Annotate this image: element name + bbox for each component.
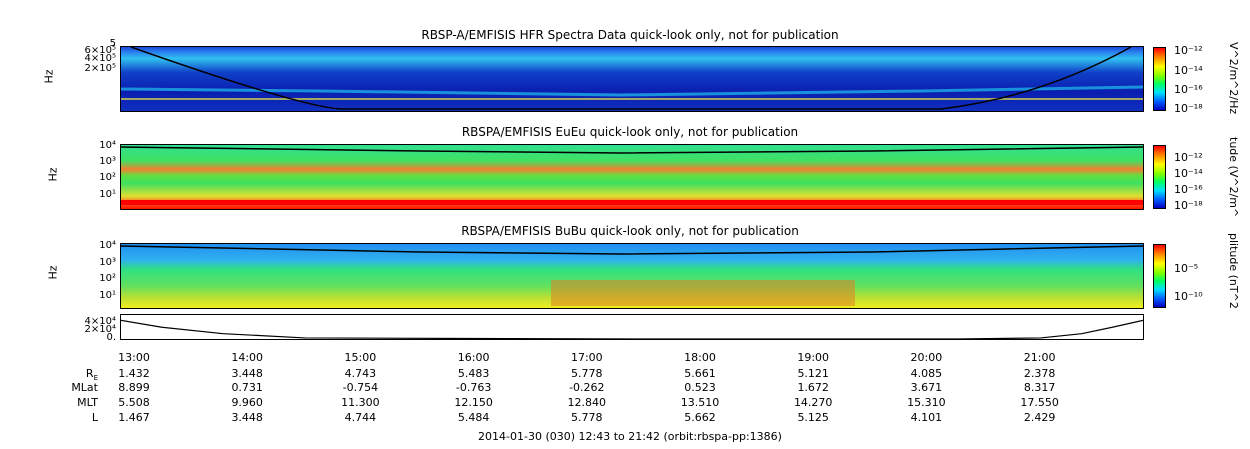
- footer-caption: 2014-01-30 (030) 12:43 to 21:42 (orbit:r…: [478, 430, 782, 443]
- row-value: 5.778: [571, 367, 603, 380]
- eueu-overlay: [121, 146, 1143, 205]
- panel4-ytick: 2×10⁴: [84, 324, 116, 335]
- panel2-title: RBSPA/EMFISIS EuEu quick-look only, not …: [461, 125, 799, 139]
- panel3-ytick: 10⁴: [99, 240, 116, 251]
- panel2-cbtick: 10⁻¹²: [1174, 151, 1203, 164]
- row-value: 5.121: [797, 367, 829, 380]
- row-label: MLat: [71, 381, 98, 394]
- row-value: 5.483: [457, 367, 490, 380]
- panel3-title: RBSPA/EMFISIS BuBu quick-look only, not …: [461, 224, 799, 238]
- panel4-ytick: 0.: [106, 332, 116, 343]
- row-value: 5.778: [571, 411, 603, 424]
- panel2-colorbar: [1153, 145, 1166, 209]
- row-value: 4.085: [910, 367, 943, 380]
- row-value: 3.671: [910, 381, 943, 394]
- row-value: 3.448: [231, 367, 263, 380]
- row-value: 4.743: [344, 367, 377, 380]
- panel1-cbtick: 10⁻¹⁴: [1174, 64, 1203, 77]
- panel2-ytick: 10³: [99, 156, 116, 167]
- row-value: 2.378: [1023, 367, 1056, 380]
- row-value: 8.899: [118, 381, 150, 394]
- time-tick-label: 21:00: [1023, 351, 1056, 364]
- panel1-ytick: 6×10⁵: [84, 45, 116, 56]
- panel2-cbtick: 10⁻¹⁸: [1174, 199, 1203, 212]
- row-value: 1.672: [797, 381, 829, 394]
- panel3-ytick: 10¹: [99, 290, 116, 301]
- row-value: 11.300: [341, 396, 380, 409]
- time-tick-label: 18:00: [684, 351, 716, 364]
- panel2-ytick: 10⁴: [99, 140, 116, 151]
- row-value: 14.270: [793, 396, 833, 409]
- panel1-ytick: 2×10⁵: [84, 63, 116, 74]
- time-tick-label: 13:00: [118, 351, 150, 364]
- time-tick-label: 16:00: [457, 351, 490, 364]
- panel1-cbtick: 10⁻¹⁶: [1174, 83, 1203, 96]
- row-value: 5.125: [797, 411, 829, 424]
- panel1-cbtick: 10⁻¹⁸: [1174, 102, 1203, 115]
- row-value: 2.429: [1023, 411, 1056, 424]
- row-label: RE: [85, 367, 98, 383]
- row-value: -0.763: [455, 381, 492, 394]
- time-tick-label: 14:00: [231, 351, 264, 364]
- eueu-spectrogram: [120, 144, 1144, 210]
- row-value: 9.960: [231, 396, 263, 409]
- row-value: 5.508: [118, 396, 150, 409]
- time-tick-label: 19:00: [797, 351, 830, 364]
- row-value: 8.317: [1023, 381, 1056, 394]
- panel1-cbtick: 10⁻¹²: [1174, 44, 1203, 57]
- bubu-spectrogram: [120, 243, 1144, 309]
- panel2-colorbar-label: tude (V^2/m^: [1227, 137, 1240, 218]
- row-label: MLT: [77, 396, 98, 409]
- panel3-ytick: 10²: [99, 273, 116, 284]
- panel3-ytick: 10³: [99, 257, 116, 268]
- panel3-colorbar: [1153, 244, 1166, 308]
- time-tick-label: 15:00: [344, 351, 377, 364]
- row-label: L: [91, 411, 98, 424]
- row-value: 12.840: [567, 396, 607, 409]
- panel4-ytick: 4×10⁴: [84, 316, 116, 327]
- panel1-colorbar-label: V^2/m^2/Hz: [1227, 42, 1240, 115]
- hfr-overlay: [121, 47, 1143, 110]
- panel1-title: RBSP-A/EMFISIS HFR Spectra Data quick-lo…: [421, 28, 839, 42]
- panel1-ytick: 4×10⁵: [84, 53, 116, 64]
- row-value: 5.661: [684, 367, 716, 380]
- time-tick-label: 20:00: [910, 351, 943, 364]
- row-value: 1.467: [118, 411, 150, 424]
- row-value: 15.310: [907, 396, 946, 409]
- row-value: 13.510: [680, 396, 720, 409]
- row-value: 12.150: [454, 396, 493, 409]
- row-value: 3.448: [231, 411, 263, 424]
- line-plot: [121, 319, 1143, 339]
- panel3-cbtick: 10⁻¹⁰: [1174, 290, 1203, 303]
- row-value: 0.731: [231, 381, 263, 394]
- panel3-colorbar-label: plitude (nT^2: [1227, 233, 1240, 309]
- panel3-cbtick: 10⁻⁵: [1174, 262, 1199, 275]
- line-panel: [120, 314, 1144, 340]
- row-value: 1.432: [118, 367, 150, 380]
- row-value: 0.523: [684, 381, 716, 394]
- row-value: 17.550: [1020, 396, 1059, 409]
- panel2-ytick: 10¹: [99, 189, 116, 200]
- hfr-spectrogram: [120, 46, 1144, 112]
- panel2-cbtick: 10⁻¹⁴: [1174, 167, 1203, 180]
- panel2-ytick: 10²: [99, 172, 116, 183]
- row-value: 5.484: [457, 411, 490, 424]
- row-value: 4.744: [344, 411, 377, 424]
- row-value: -0.754: [342, 381, 379, 394]
- panel1-ylabel: Hz: [42, 69, 56, 84]
- time-tick-label: 17:00: [570, 351, 603, 364]
- row-value: 4.101: [910, 411, 943, 424]
- bubu-overlay: [121, 245, 1143, 306]
- panel1-ytick-top: 5: [109, 38, 116, 49]
- panel1-colorbar: [1153, 47, 1166, 111]
- panel2-cbtick: 10⁻¹⁶: [1174, 183, 1203, 196]
- row-value: 5.662: [684, 411, 716, 424]
- row-value: -0.262: [569, 381, 605, 394]
- altitude-line: [121, 319, 1143, 339]
